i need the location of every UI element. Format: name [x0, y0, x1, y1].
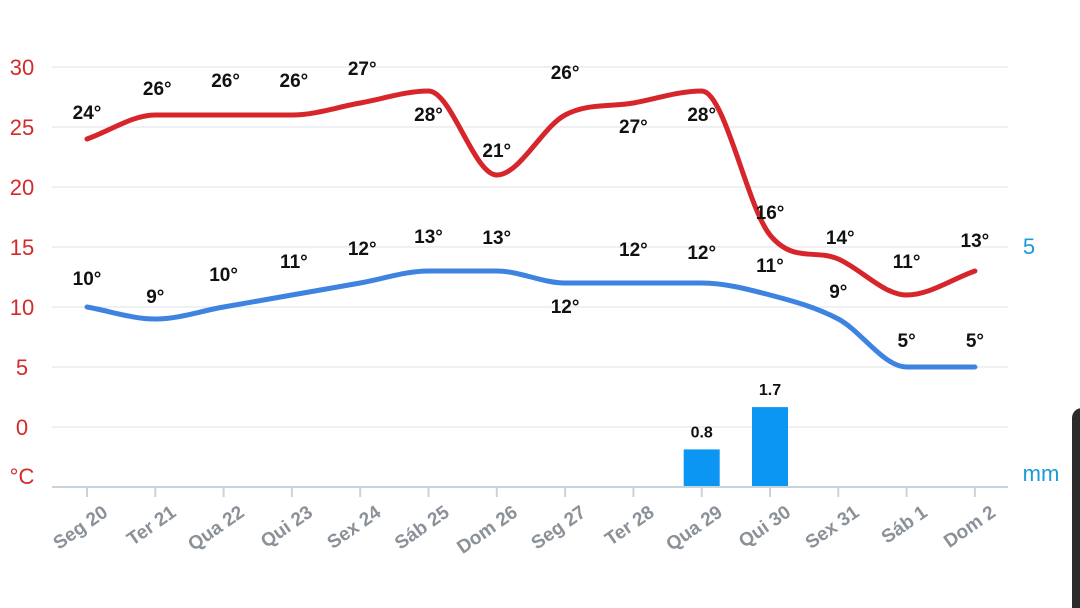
min-temp-label: 12°	[619, 240, 648, 261]
y-tick-label: 15	[10, 235, 34, 260]
x-tick-label: Sex 24	[324, 502, 386, 554]
x-tick-label: Qua 29	[663, 502, 727, 556]
max-temp-label: 26°	[211, 71, 240, 92]
x-tick-label: Dom 2	[940, 502, 1000, 553]
min-temp-label: 9°	[146, 287, 164, 308]
max-temp-label: 28°	[414, 105, 443, 126]
min-temp-label: 10°	[73, 269, 102, 290]
max-temp-label: 26°	[280, 71, 309, 92]
min-temp-label: 12°	[551, 297, 580, 318]
max-temp-label: 28°	[687, 105, 716, 126]
min-temp-label: 11°	[280, 252, 308, 273]
y-axis-unit-mm: mm	[1023, 461, 1060, 486]
max-temp-label: 16°	[756, 203, 785, 224]
x-tick-label: Sáb 25	[391, 502, 454, 555]
y-tick-label: 20	[10, 175, 34, 200]
y-tick-label: 5	[16, 355, 28, 380]
data-labels: 0.8 1.7 24° 26° 26° 26° 27° 28° 21° 26° 27° 28° 16° 1…	[73, 59, 990, 441]
max-temp-label: 26°	[143, 79, 172, 100]
precipitation-bars	[683, 407, 788, 487]
x-tick-label: Ter 28	[602, 502, 659, 551]
max-temp-label: 21°	[482, 141, 511, 162]
x-tick-label: Seg 20	[50, 502, 112, 554]
y-tick-label: 10	[10, 295, 34, 320]
min-temp-label: 12°	[687, 243, 716, 264]
y-axis-unit-celsius: °C	[10, 464, 35, 489]
precipitation-label: 1.7	[759, 382, 781, 399]
min-temp-label: 11°	[756, 256, 784, 277]
max-temp-label: 27°	[348, 59, 377, 80]
grid-lines	[52, 66, 1008, 428]
y-right-tick-label: 5	[1023, 234, 1035, 259]
x-tick-label: Qui 30	[735, 502, 795, 553]
min-temp-label: 5°	[966, 331, 984, 352]
min-temp-label: 12°	[348, 239, 377, 260]
precipitation-bar	[752, 407, 788, 487]
min-temp-label: 5°	[898, 331, 916, 352]
min-temperature-line	[84, 268, 978, 370]
x-tick-label: Dom 26	[453, 502, 521, 559]
min-temp-label: 9°	[829, 282, 847, 303]
min-temp-label: 10°	[209, 265, 238, 286]
y-tick-label: 30	[10, 55, 34, 80]
temperature-lines	[84, 88, 978, 370]
min-temp-label: 13°	[482, 228, 511, 249]
x-tick-label: Qua 22	[185, 502, 249, 556]
max-temp-label: 26°	[551, 63, 580, 84]
precipitation-bar	[683, 449, 720, 487]
x-tick-label: Sex 31	[802, 502, 864, 554]
x-tick-label: Seg 27	[528, 502, 590, 554]
x-tick-label: Sáb 1	[878, 502, 932, 549]
max-temp-label: 13°	[961, 231, 990, 252]
y-tick-label: 0	[16, 415, 28, 440]
min-temp-label: 13°	[414, 227, 443, 248]
max-temp-label: 24°	[73, 103, 102, 124]
max-temp-label: 14°	[826, 228, 855, 249]
max-temp-label: 27°	[619, 117, 648, 138]
device-edge-decoration	[1072, 408, 1080, 608]
precipitation-label: 0.8	[691, 424, 713, 441]
y-tick-label: 25	[10, 115, 34, 140]
max-temperature-line	[84, 88, 978, 298]
x-tick-label: Ter 21	[123, 502, 180, 551]
x-tick-label: Qui 23	[257, 502, 317, 553]
max-temp-label: 11°	[893, 252, 921, 273]
